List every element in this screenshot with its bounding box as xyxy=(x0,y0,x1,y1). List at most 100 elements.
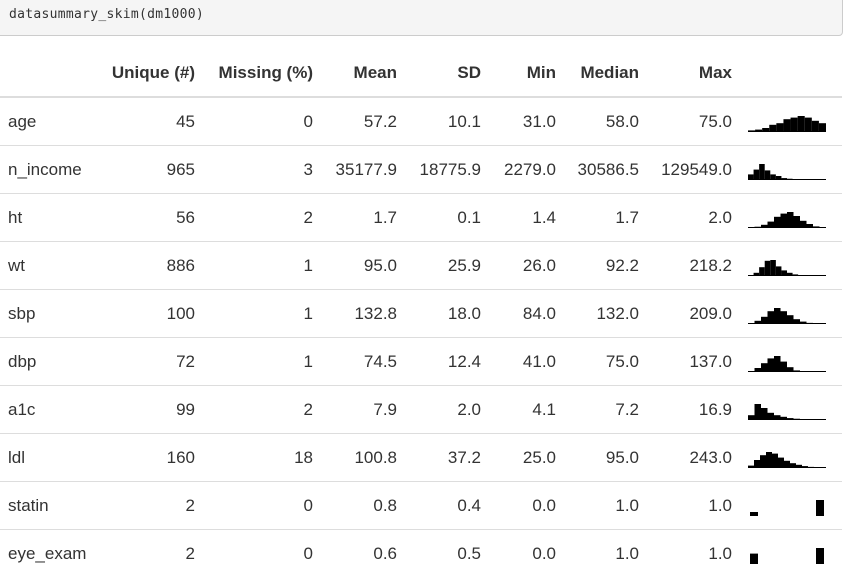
histogram-bar xyxy=(778,457,784,468)
histogram-bar xyxy=(800,321,807,324)
histogram-bar xyxy=(753,169,760,180)
histogram-bar xyxy=(776,122,784,132)
missing-pct: 0 xyxy=(203,481,321,530)
max-value: 243.0 xyxy=(647,433,740,482)
sd-value: 12.4 xyxy=(405,337,489,386)
missing-pct: 18 xyxy=(203,433,321,482)
histogram-bar xyxy=(748,173,754,180)
histogram-bar xyxy=(787,366,794,372)
min-value: 31.0 xyxy=(522,111,556,131)
summary-table: Unique (#) Missing (%) Mean SD Min Media… xyxy=(0,49,842,577)
sd-value: 25.9 xyxy=(405,241,489,290)
histogram-bar xyxy=(797,115,805,132)
max-value: 209.0 xyxy=(647,289,740,338)
histogram-bar xyxy=(774,414,781,420)
histogram-sparkline xyxy=(750,547,824,564)
histogram-sparkline xyxy=(748,259,826,276)
variable-name: ldl xyxy=(0,433,97,482)
histogram-bar xyxy=(780,310,787,324)
histogram-bar xyxy=(754,459,760,468)
histogram-bar xyxy=(781,269,787,276)
histogram-bar xyxy=(790,117,798,132)
histogram-bar xyxy=(804,117,812,132)
mean-value: 0.8 xyxy=(321,481,405,530)
histogram-sparkline xyxy=(748,403,826,420)
histogram-bar xyxy=(760,454,766,468)
max-value: 75.0 xyxy=(698,111,732,131)
histogram-bar xyxy=(818,122,826,132)
histogram-bar xyxy=(755,129,763,132)
table-row: eye_exam 2 0 0.6 0.5 0.0 1.0 1.0 xyxy=(0,529,842,577)
mean-value: 100.8 xyxy=(321,433,405,482)
min-value: 4.1 xyxy=(489,385,564,434)
histogram-bar xyxy=(772,453,778,468)
histogram-sparkline xyxy=(748,211,826,228)
min-value: 0.0 xyxy=(489,481,564,530)
histogram-bar xyxy=(780,361,787,372)
unique-count: 45 xyxy=(176,111,195,131)
histogram-bar xyxy=(761,224,768,228)
histogram-bar xyxy=(770,173,776,180)
histogram-bar xyxy=(767,357,774,372)
max-value: 16.9 xyxy=(647,385,740,434)
table-row: statin 2 0 0.8 0.4 0.0 1.0 1.0 xyxy=(0,481,842,530)
missing-pct: 1 xyxy=(203,337,321,386)
variable-name: a1c xyxy=(0,385,97,434)
mean-value: 132.8 xyxy=(321,289,405,338)
unique-count: 160 xyxy=(97,433,203,482)
histogram-bar xyxy=(775,265,782,276)
histogram-bar xyxy=(787,314,794,324)
median-value: 132.0 xyxy=(564,289,647,338)
histogram-bar xyxy=(754,320,761,324)
mean-value: 7.9 xyxy=(321,385,405,434)
missing-pct: 1 xyxy=(203,241,321,290)
table-row: n_income 965 3 35177.9 18775.9 2279.0 30586.5 1… xyxy=(0,145,842,194)
max-value: 1.0 xyxy=(647,529,740,577)
max-value: 218.2 xyxy=(647,241,740,290)
histogram-bar xyxy=(774,307,781,324)
histogram-bar xyxy=(767,221,774,228)
min-value: 2279.0 xyxy=(489,145,564,194)
sd-value: 0.5 xyxy=(405,529,489,577)
unique-count: 56 xyxy=(97,193,203,242)
table-row: age 45 0 57.2 10.1 31.0 58.0 75.0 xyxy=(0,97,842,146)
histogram-bar xyxy=(793,215,800,228)
histogram-bar xyxy=(770,259,776,276)
histogram-sparkline xyxy=(748,115,826,132)
histogram-bar xyxy=(764,260,771,276)
median-value: 75.0 xyxy=(564,337,647,386)
missing-pct: 1 xyxy=(203,289,321,338)
histogram-sparkline xyxy=(748,307,826,324)
table-row: wt 886 1 95.0 25.9 26.0 92.2 218.2 xyxy=(0,241,842,290)
histogram-bar xyxy=(800,220,807,228)
histogram-bar xyxy=(784,460,790,468)
sd-value: 0.1 xyxy=(405,193,489,242)
histogram-cell xyxy=(740,97,842,146)
sd-value: 2.0 xyxy=(405,385,489,434)
median-value: 95.0 xyxy=(564,433,647,482)
variable-name: dbp xyxy=(0,337,97,386)
histogram-cell xyxy=(740,529,842,577)
histogram-bar xyxy=(753,272,760,276)
sd-value: 10.1 xyxy=(447,111,481,131)
histogram-cell xyxy=(740,433,842,482)
median-value: 1.0 xyxy=(564,529,647,577)
header-max: Max xyxy=(647,49,740,98)
histogram-bar xyxy=(780,213,787,228)
histogram-bar xyxy=(787,272,793,276)
min-value: 1.4 xyxy=(489,193,564,242)
variable-name: age xyxy=(8,111,37,131)
sd-value: 18.0 xyxy=(405,289,489,338)
mean-value: 1.7 xyxy=(321,193,405,242)
histogram-bar xyxy=(748,465,754,468)
max-value: 129549.0 xyxy=(647,145,740,194)
histogram-bar xyxy=(774,355,781,372)
min-value: 25.0 xyxy=(489,433,564,482)
histogram-bar xyxy=(816,499,824,516)
histogram-bar xyxy=(793,318,800,324)
header-median: Median xyxy=(564,49,647,98)
histogram-sparkline xyxy=(750,499,824,516)
histogram-bar xyxy=(775,175,782,180)
histogram-bar xyxy=(750,553,758,564)
sd-value: 0.4 xyxy=(405,481,489,530)
